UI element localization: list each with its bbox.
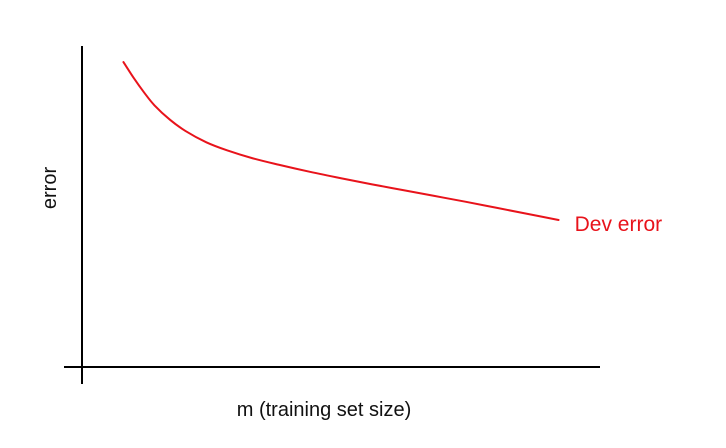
series-layer: Dev error [122, 61, 663, 236]
series-label-dev-error: Dev error [575, 213, 663, 236]
y-axis-label: error [39, 167, 61, 210]
series-line-dev-error [122, 61, 560, 221]
axes [64, 46, 600, 384]
x-axis-label: m (training set size) [237, 399, 412, 421]
